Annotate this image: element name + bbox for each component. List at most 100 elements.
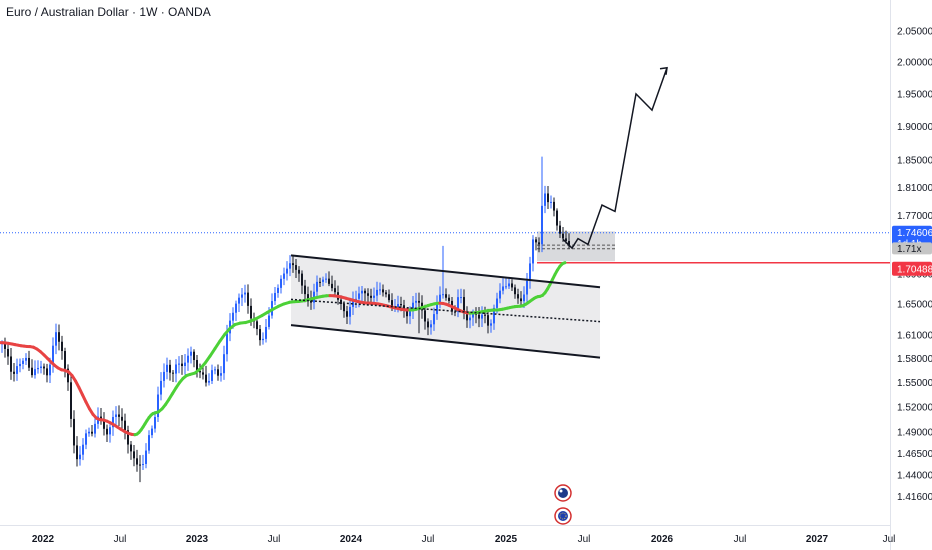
candle-body: [82, 444, 84, 455]
candle-body: [10, 356, 12, 372]
candle-body: [487, 315, 489, 326]
candle-body: [235, 303, 237, 313]
moving-average-layer: [0, 261, 567, 437]
candle-body: [121, 416, 123, 421]
candle-body: [16, 366, 18, 374]
price-tick-label: 1.44000: [897, 471, 932, 482]
event-marker-au-icon[interactable]: [554, 484, 572, 502]
candle-body: [28, 357, 30, 368]
candle-body: [88, 431, 90, 434]
candle-body: [259, 329, 261, 341]
candle-body: [226, 333, 228, 355]
candle-body: [469, 317, 471, 321]
candle-body: [505, 286, 507, 288]
time-tick-label: Jul: [422, 534, 435, 545]
candle-body: [94, 423, 96, 434]
candle-body: [502, 286, 504, 291]
candle-body: [295, 265, 297, 270]
candle-body: [436, 303, 438, 315]
candle-body: [247, 292, 249, 306]
candle-body: [331, 283, 333, 289]
candle-body: [514, 287, 516, 295]
candle-body: [169, 364, 171, 373]
candle-body: [565, 238, 567, 242]
moving-average-segment: [208, 347, 217, 358]
event-marker-eu-icon[interactable]: [554, 507, 572, 525]
candle-body: [184, 362, 186, 367]
candle-body: [70, 382, 72, 419]
candle-body: [484, 314, 486, 316]
candle-body: [304, 285, 306, 295]
candle-body: [214, 369, 216, 371]
candle-body: [334, 288, 336, 293]
candle-body: [379, 289, 381, 291]
candle-body: [211, 370, 213, 381]
candle-body: [286, 268, 288, 274]
candle-body: [493, 307, 495, 324]
candle-body: [349, 306, 351, 317]
candle-body: [274, 292, 276, 302]
candle-body: [13, 371, 15, 374]
price-tick-label: 1.55000: [897, 378, 932, 389]
candle-body: [145, 450, 147, 464]
candle-body: [301, 273, 303, 286]
time-tick-label: Jul: [268, 534, 281, 545]
candle-body: [289, 263, 291, 269]
candle-body: [439, 294, 441, 304]
candle-body: [64, 351, 66, 369]
candle-body: [559, 225, 561, 234]
consolidation-price-badge: [892, 242, 932, 255]
candle-body: [307, 294, 309, 299]
candle-body: [127, 430, 129, 445]
candle-body: [124, 420, 126, 431]
candle-body: [244, 292, 246, 295]
candle-body: [445, 294, 447, 298]
candle-body: [508, 283, 510, 287]
candle-body: [433, 314, 435, 325]
candle-body: [322, 279, 324, 282]
background-drawings: [0, 231, 890, 358]
candle-body: [181, 363, 183, 367]
foreground-drawings: [290, 66, 668, 359]
candle-body: [199, 370, 201, 373]
candle-body: [385, 292, 387, 295]
candle-body: [346, 311, 348, 317]
candle-body: [115, 414, 117, 417]
candle-body: [478, 314, 480, 319]
projection-arrowhead-icon: [659, 66, 668, 75]
candle-body: [196, 360, 198, 371]
candle-body: [265, 326, 267, 339]
candle-body: [241, 294, 243, 298]
candle-body: [256, 321, 258, 330]
candle-body: [388, 294, 390, 301]
moving-average-segment: [561, 261, 567, 266]
candle-body: [412, 302, 414, 311]
candle-body: [343, 303, 345, 312]
time-tick-label: Jul: [734, 534, 747, 545]
candle-body: [442, 294, 444, 296]
candle-body: [535, 239, 537, 243]
price-tick-label: 1.52000: [897, 403, 932, 414]
candle-body: [283, 273, 285, 279]
price-tick-label: 1.49000: [897, 428, 932, 439]
candle-body: [547, 193, 549, 203]
candle-body: [268, 315, 270, 327]
candle-body: [553, 201, 555, 211]
candle-body: [358, 293, 360, 299]
candle-body: [472, 313, 474, 318]
time-tick-label: 2023: [186, 534, 209, 545]
price-tick-label: 1.77000: [897, 211, 932, 222]
candle-body: [427, 321, 429, 328]
candle-body: [526, 280, 528, 295]
candle-body: [79, 454, 81, 460]
time-tick-label: 2025: [495, 534, 518, 545]
candle-body: [460, 297, 462, 299]
candle-body: [73, 418, 75, 446]
support-price-value: 1.70488: [897, 264, 932, 275]
candle-body: [409, 310, 411, 317]
moving-average-segment: [213, 339, 222, 351]
candle-body: [280, 278, 282, 288]
candle-body: [532, 239, 534, 264]
